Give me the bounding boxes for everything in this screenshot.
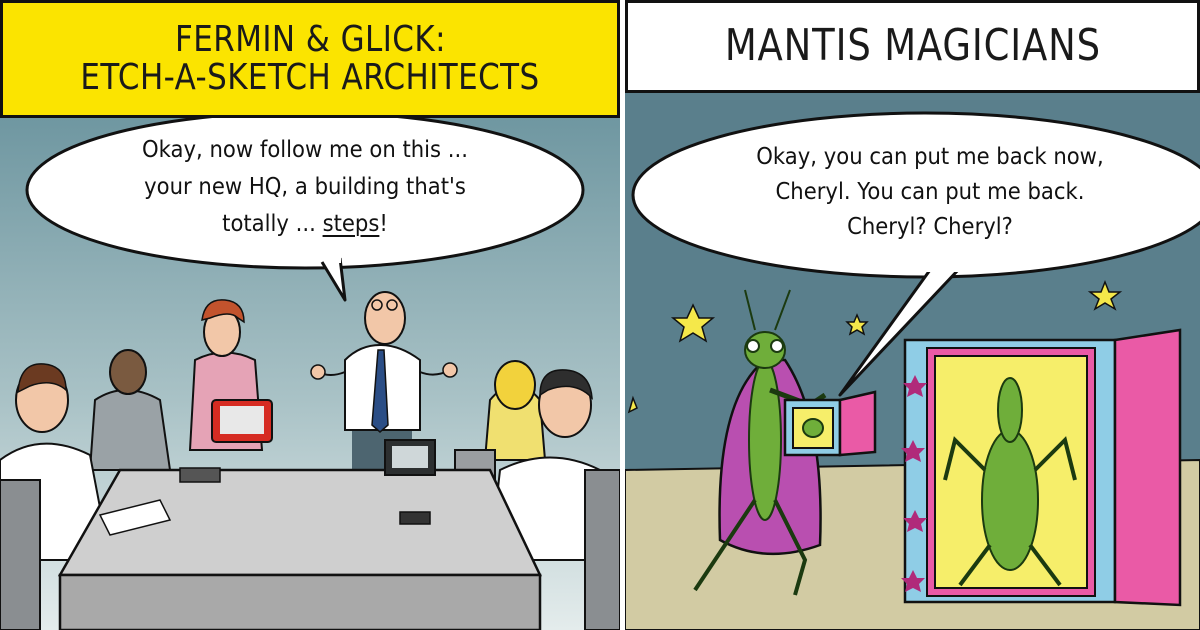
speech-text-right: Okay, you can put me back now, Cheryl. Y… [705, 140, 1156, 245]
comic-panel-mantis: MANTIS MAGICIANS Okay, you can put me ba… [625, 0, 1200, 630]
conference-table [57, 439, 542, 630]
caption-title: MANTIS MAGICIANS [724, 20, 1101, 72]
speech-balloon-right [631, 111, 1200, 397]
speech-line-2: Cheryl. You can put me back. [775, 179, 1085, 205]
speech-line-3: Cheryl? Cheryl? [847, 214, 1013, 240]
comic-panel-architects: FERMIN & GLICK: ETCH-A-SKETCH ARCHITECTS… [0, 0, 620, 630]
speech-text-left: Okay, now follow me on this ... your new… [89, 132, 521, 243]
caption-mantis: MANTIS MAGICIANS [625, 0, 1200, 93]
caption-line-1: FERMIN & GLICK: [174, 19, 446, 61]
blonde-woman-figure [483, 360, 547, 461]
woman-figure [188, 299, 273, 451]
speech-line-3: totally ... steps! [89, 206, 521, 243]
backdrop-stars [627, 279, 1123, 414]
caption-line-2: ETCH-A-SKETCH ARCHITECTS [80, 57, 540, 98]
panel-divider [620, 0, 625, 630]
speech-emphasis-word: steps [322, 211, 380, 237]
small-box-with-head [783, 390, 877, 457]
speech-line-3-suffix: ! [379, 211, 388, 237]
mantis-in-cabinet [943, 377, 1077, 587]
speech-line-1: Okay, you can put me back now, [756, 144, 1104, 170]
seated-man-back [88, 349, 172, 471]
magic-cabinet [901, 328, 1182, 607]
mantis-illustration [625, 93, 1200, 630]
speech-line-2: your new HQ, a building that's [144, 174, 466, 200]
speech-line-1: Okay, now follow me on this ... [142, 137, 468, 163]
caption-architects: FERMIN & GLICK: ETCH-A-SKETCH ARCHITECTS [0, 0, 620, 118]
architects-illustration [0, 110, 620, 630]
speech-line-3-prefix: totally ... [222, 211, 323, 237]
seated-man-front-left [0, 363, 112, 630]
